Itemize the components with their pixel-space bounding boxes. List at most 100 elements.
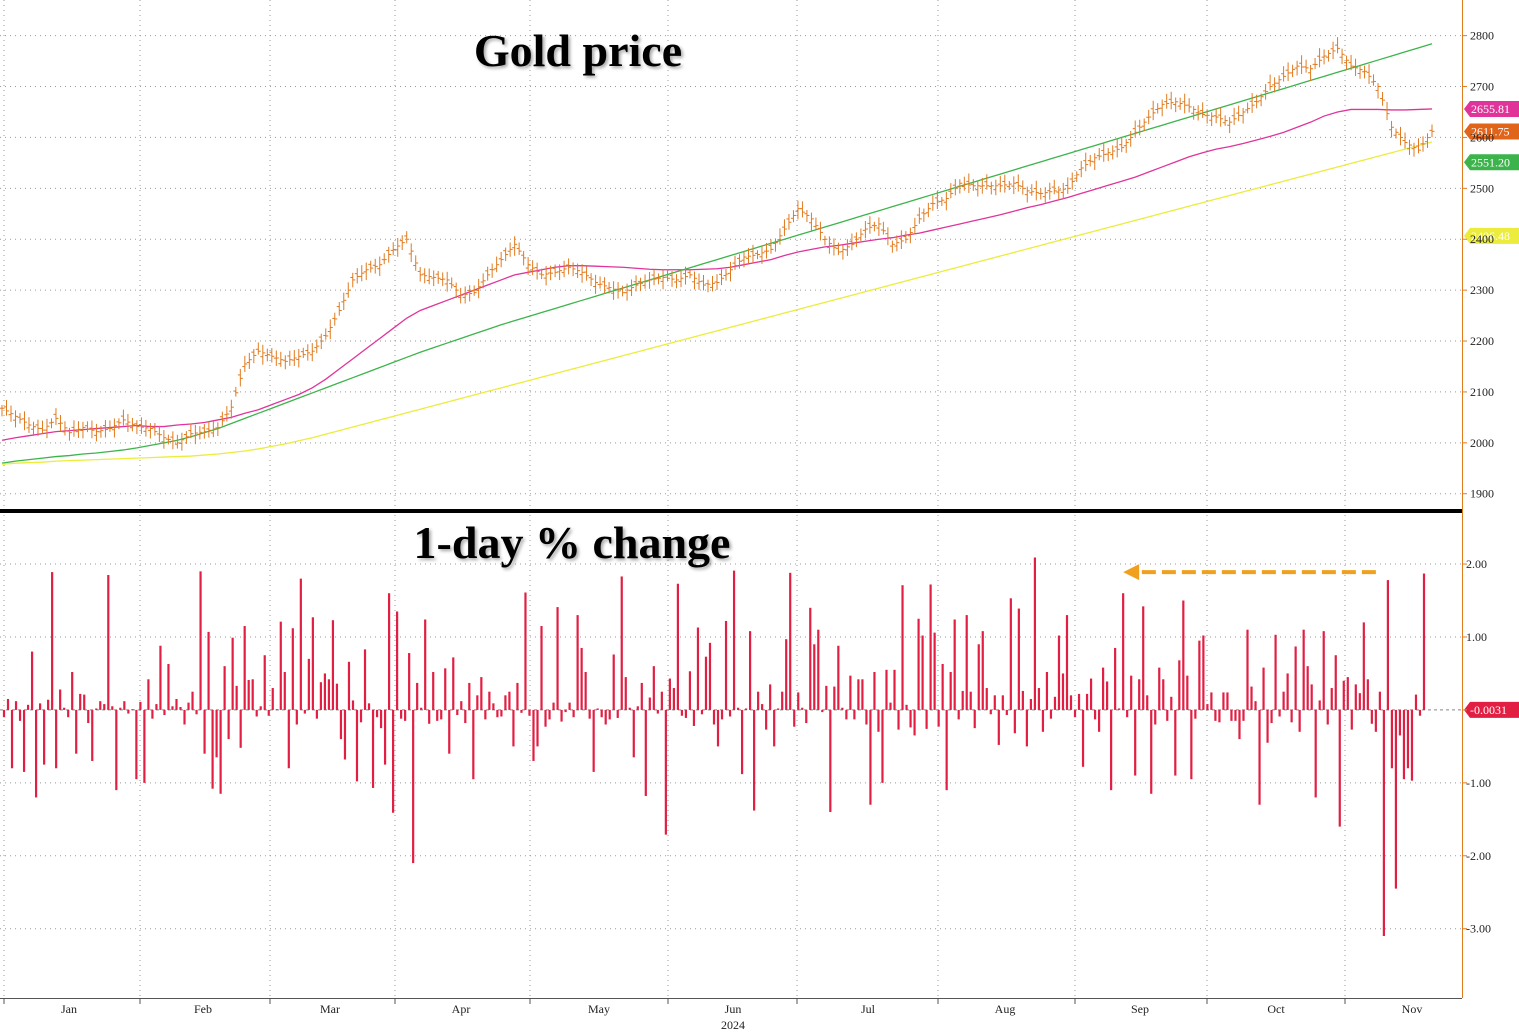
change-bar (47, 699, 50, 710)
last-value-label: 2551.20 (1471, 155, 1510, 169)
change-bar (283, 671, 286, 710)
change-bar (749, 631, 752, 710)
change-bar (1286, 673, 1289, 710)
change-bar (239, 709, 242, 748)
change-bar (584, 671, 587, 710)
change-bar (1338, 709, 1341, 827)
change-bar (620, 576, 623, 710)
last-value-tag (1464, 154, 1519, 171)
change-bar (319, 682, 322, 710)
change-bar (1322, 631, 1325, 710)
change-bar (71, 671, 74, 710)
change-bar (428, 709, 431, 724)
change-bar (151, 709, 154, 719)
change-bar (1278, 709, 1281, 717)
change-bar (921, 635, 924, 710)
moving-average-line (1, 43, 1433, 464)
change-bar (724, 620, 728, 710)
change-bar (1294, 646, 1297, 710)
last-value-label: 2406.48 (1471, 229, 1510, 243)
change-bar (1306, 666, 1309, 710)
change-bar (1290, 709, 1293, 723)
change-bar (339, 709, 343, 740)
change-bar (1069, 695, 1073, 710)
change-bar (1402, 709, 1406, 780)
change-bar (1346, 677, 1349, 710)
change-bar (877, 709, 880, 732)
change-bar (548, 709, 551, 720)
change-bar (1061, 673, 1065, 710)
change-bar (704, 656, 708, 710)
year-label: 2024 (721, 1018, 745, 1032)
change-bar (736, 707, 740, 710)
change-bar (728, 709, 732, 717)
change-bar (1282, 691, 1285, 710)
change-bar (391, 709, 395, 813)
y-tick-label: 2.00 (1466, 557, 1487, 571)
month-label: Jan (61, 1002, 77, 1016)
change-bar (1330, 688, 1333, 710)
change-bar (785, 639, 788, 710)
change-bar (624, 677, 627, 710)
change-bar (777, 708, 780, 710)
y-tick-label: 2600 (1470, 130, 1494, 144)
change-bar (981, 631, 984, 710)
month-label: Oct (1267, 1002, 1285, 1016)
change-bar (1354, 684, 1357, 710)
change-bar (636, 706, 639, 710)
change-bar (227, 709, 230, 740)
change-bar (656, 709, 659, 714)
change-bar (131, 709, 134, 711)
change-bar (351, 700, 355, 710)
change-bar (371, 709, 375, 788)
change-bar (175, 698, 178, 710)
change-bar (969, 691, 972, 710)
change-bar (672, 688, 675, 710)
change-bar (773, 709, 776, 747)
change-bar (1202, 635, 1205, 710)
change-bar (592, 709, 595, 772)
change-bar (1049, 709, 1053, 719)
change-bar (55, 709, 58, 769)
change-bar (801, 707, 804, 710)
change-bar (396, 611, 399, 710)
change-bar (1406, 709, 1410, 769)
change-bar (22, 709, 26, 772)
change-bar (1122, 593, 1125, 710)
change-bar (1234, 709, 1237, 721)
month-label: Nov (1402, 1002, 1423, 1016)
change-bar (1386, 580, 1389, 710)
change-bar (1073, 709, 1077, 718)
change-bar (484, 709, 487, 720)
change-bar (881, 709, 884, 783)
change-bar (1270, 709, 1273, 724)
change-bar (765, 709, 768, 730)
change-bar (1013, 709, 1016, 734)
change-bar (79, 693, 82, 710)
change-bar (311, 617, 314, 710)
change-bar (1394, 709, 1398, 889)
change-bar (640, 682, 643, 710)
change-bar (885, 669, 888, 710)
change-bar (965, 615, 968, 710)
change-bar (347, 661, 351, 710)
change-bar (440, 709, 443, 720)
change-bar (287, 709, 290, 769)
change-bar (87, 709, 90, 724)
change-bar (444, 668, 447, 710)
change-bar (1350, 709, 1353, 730)
change-bar (556, 607, 559, 710)
change-bar (1206, 704, 1209, 710)
change-bar (1230, 709, 1233, 721)
change-bar (600, 709, 603, 718)
change-bar (508, 691, 511, 710)
change-bar (383, 709, 387, 765)
change-bar (853, 709, 856, 720)
change-bar (1178, 660, 1181, 710)
change-bar (420, 707, 423, 710)
daily-change-panel: -0.0031 (2, 557, 1519, 937)
change-bar (692, 709, 696, 726)
change-bar (1154, 709, 1157, 725)
change-bar (1101, 667, 1105, 710)
change-bar (1081, 709, 1085, 767)
